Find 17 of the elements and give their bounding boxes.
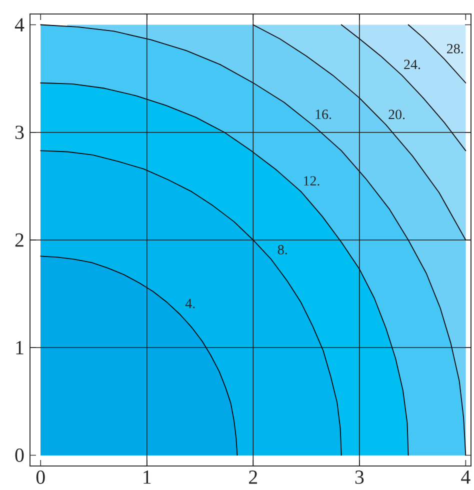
series-label: 28. [447,44,463,54]
y-tick-label: 2 [15,233,24,247]
x-tick-label: 3 [355,470,364,484]
x-tick-label: 4 [461,470,470,484]
series-label: 12. [304,176,320,186]
series-label: 4. [185,298,195,308]
x-tick-label: 1 [144,470,151,484]
series-label: 16. [316,110,332,120]
x-tick-label: 2 [249,470,258,484]
y-tick-label: 1 [16,341,24,354]
series-label: 8. [278,244,287,254]
series-label: 24. [404,60,420,70]
y-tick-label: 0 [15,448,24,462]
x-tick-label: 0 [36,470,45,484]
y-tick-label: 4 [14,18,24,32]
y-tick-label: 3 [15,126,24,140]
series-label: 20. [388,110,405,120]
